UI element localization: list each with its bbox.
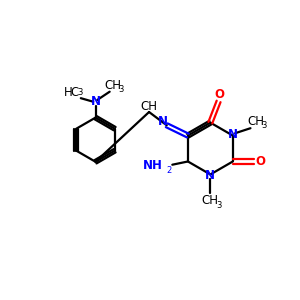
Text: N: N — [158, 115, 168, 128]
Text: 3: 3 — [77, 88, 83, 97]
Text: NH: NH — [142, 159, 162, 172]
Text: N: N — [228, 128, 238, 141]
Text: CH: CH — [202, 194, 219, 207]
Text: CH: CH — [247, 115, 264, 128]
Text: N: N — [91, 95, 100, 108]
Text: CH: CH — [141, 100, 158, 113]
Text: N: N — [206, 169, 215, 182]
Text: C: C — [71, 86, 79, 99]
Text: 3: 3 — [118, 85, 124, 94]
Text: 2: 2 — [167, 166, 172, 175]
Text: O: O — [256, 155, 266, 168]
Text: O: O — [214, 88, 224, 101]
Text: 3: 3 — [216, 201, 221, 210]
Text: H: H — [64, 86, 73, 99]
Text: 3: 3 — [261, 122, 267, 130]
Text: CH: CH — [104, 79, 121, 92]
